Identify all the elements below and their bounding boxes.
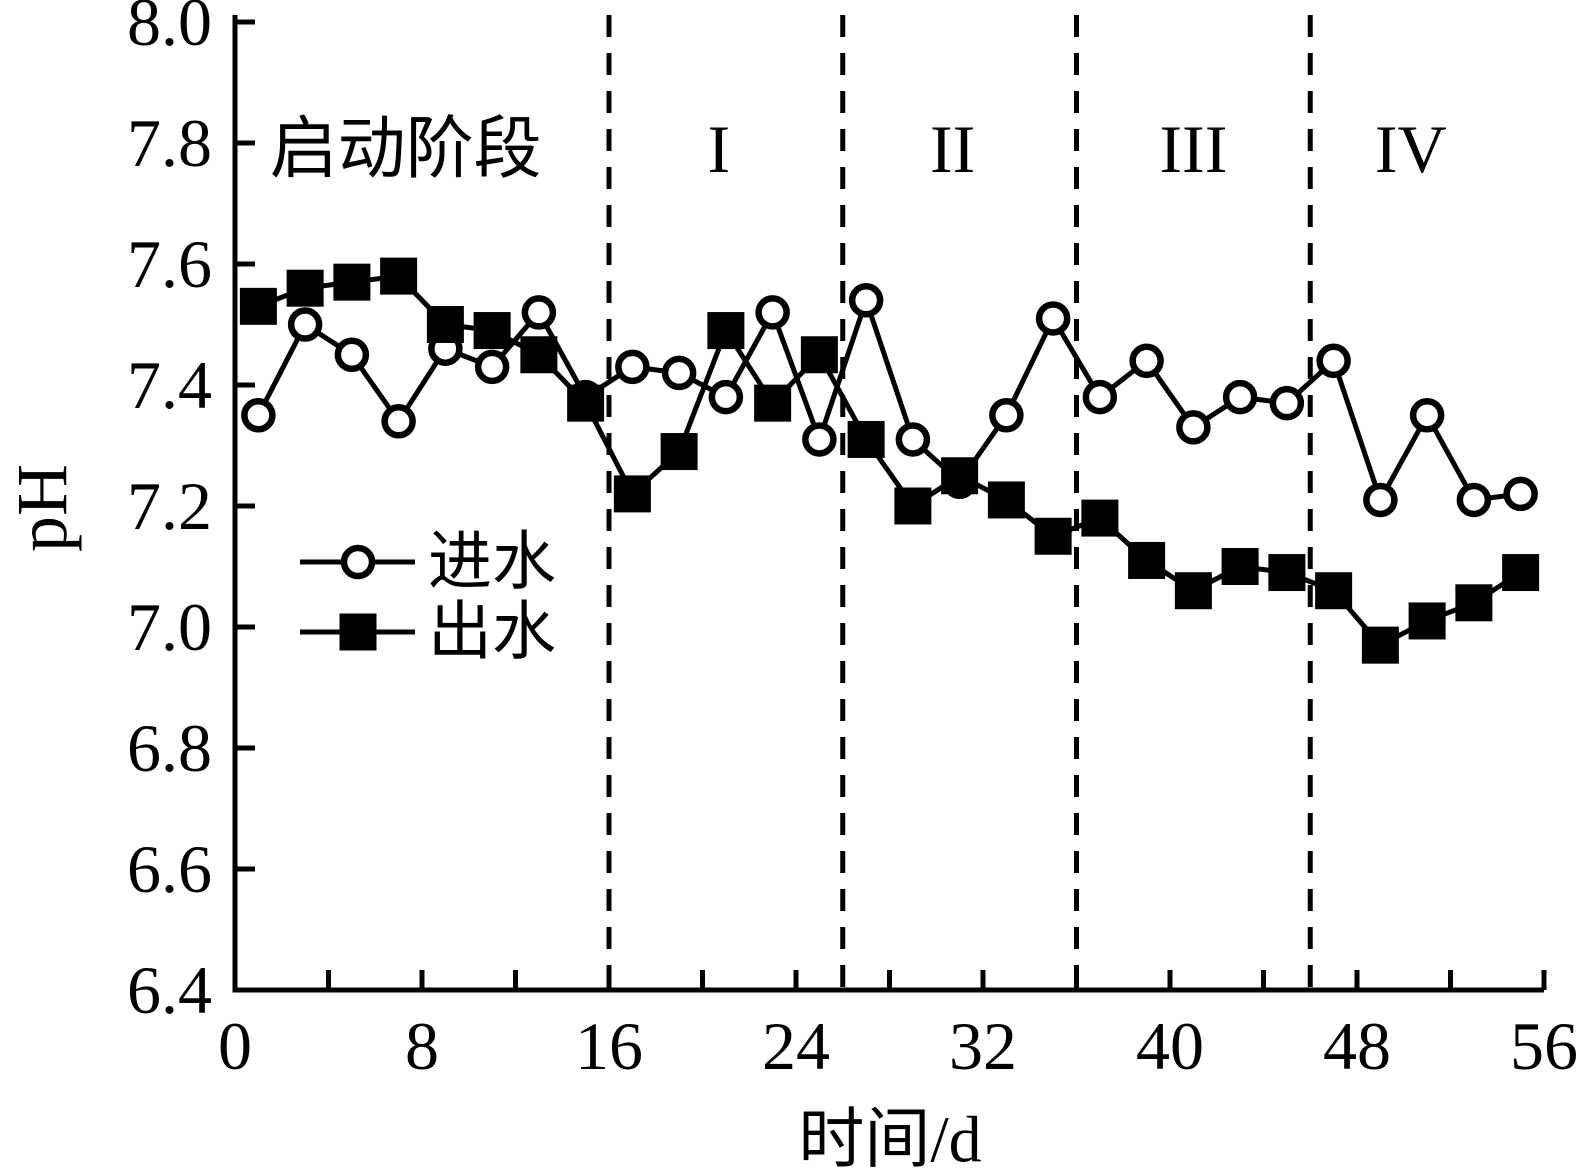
legend-influent-marker	[340, 544, 376, 580]
effluent-point	[613, 475, 651, 513]
y-tick-label: 7.2	[127, 468, 212, 544]
series-influent-line	[256, 292, 1521, 507]
effluent-point	[1268, 554, 1306, 592]
y-tick-label: 7.0	[127, 589, 212, 665]
influent-point	[615, 349, 650, 385]
influent-point	[989, 398, 1024, 433]
y-tick-label: 7.8	[127, 105, 212, 181]
influent-point	[708, 379, 744, 415]
effluent-point	[567, 384, 605, 422]
effluent-point	[286, 269, 324, 307]
influent-point	[287, 307, 323, 342]
influent-point	[334, 337, 370, 372]
effluent-point	[707, 312, 745, 350]
effluent-point	[520, 336, 558, 374]
x-tick-label: 32	[949, 1008, 1017, 1084]
influent-point	[848, 283, 884, 318]
effluent-point	[1502, 554, 1540, 592]
phase-label: III	[1159, 111, 1227, 187]
y-tick-label: 8.0	[127, 0, 212, 60]
x-tick-label: 8	[405, 1008, 439, 1084]
influent-point	[381, 404, 416, 439]
effluent-point	[800, 336, 838, 374]
effluent-point	[1221, 548, 1259, 585]
y-tick-label: 6.4	[127, 952, 212, 1028]
phase-label: II	[930, 111, 975, 187]
x-tick-label: 48	[1323, 1008, 1391, 1084]
y-tick-label: 6.6	[127, 831, 212, 907]
influent-point	[241, 398, 276, 433]
influent-point	[1129, 343, 1164, 379]
effluent-point	[1174, 572, 1212, 610]
y-tick-label: 6.8	[127, 710, 212, 786]
effluent-point	[473, 312, 511, 350]
influent-point	[1456, 482, 1492, 518]
influent-point	[802, 422, 837, 457]
influent-point	[895, 422, 931, 457]
effluent-point	[1361, 626, 1399, 664]
effluent-point	[1081, 499, 1119, 537]
effluent-point	[333, 263, 371, 301]
influent-point	[661, 355, 697, 391]
effluent-point	[894, 487, 932, 525]
y-tick-label: 7.4	[127, 347, 212, 423]
phase-label: I	[708, 111, 731, 187]
influent-point	[1316, 343, 1351, 379]
effluent-point	[847, 420, 885, 458]
influent-point	[1409, 398, 1445, 433]
influent-point	[1222, 379, 1258, 415]
influent-point	[1269, 385, 1305, 421]
effluent-point	[1315, 572, 1353, 610]
effluent-point	[987, 481, 1025, 519]
legend-influent-label: 进水	[428, 527, 556, 598]
phase-label: 启动阶段	[270, 111, 542, 187]
x-tick-label: 24	[762, 1008, 830, 1084]
x-axis-title: 时间/d	[798, 1104, 981, 1174]
influent-point	[521, 295, 557, 330]
influent-point	[474, 349, 510, 385]
x-tick-label: 0	[218, 1008, 252, 1084]
effluent-point	[1455, 584, 1493, 622]
influent-point	[1363, 482, 1398, 518]
influent-point	[1035, 301, 1071, 336]
x-tick-label: 40	[1136, 1008, 1204, 1084]
effluent-point	[1408, 602, 1446, 640]
effluent-point	[660, 433, 698, 471]
effluent-point	[426, 306, 464, 343]
influent-point	[755, 295, 790, 330]
effluent-point	[239, 287, 277, 325]
influent-point	[1176, 410, 1211, 445]
effluent-point	[1128, 541, 1166, 579]
influent-point	[1082, 379, 1118, 415]
legend-effluent-label: 出水	[428, 597, 556, 668]
y-tick-label: 7.6	[127, 226, 212, 302]
influent-point	[1503, 476, 1538, 512]
effluent-point	[941, 457, 979, 495]
effluent-point	[1034, 517, 1072, 555]
x-tick-label: 56	[1510, 1008, 1578, 1084]
legend-effluent-marker	[339, 613, 377, 651]
phase-label: IV	[1375, 111, 1447, 187]
effluent-point	[754, 384, 792, 422]
series-effluent-line	[257, 273, 1522, 649]
effluent-point	[380, 257, 418, 295]
x-tick-label: 16	[575, 1008, 643, 1084]
y-axis-title: pH	[2, 464, 82, 552]
